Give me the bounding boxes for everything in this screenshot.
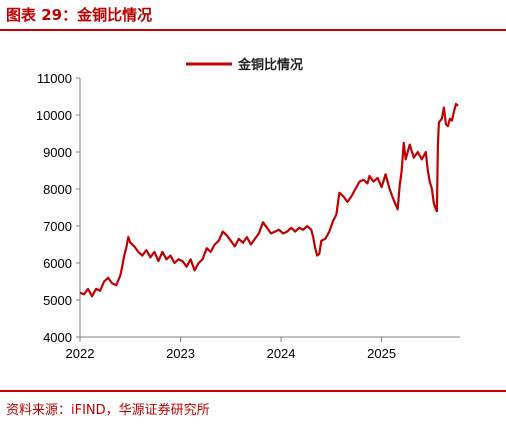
x-tick-label: 2024 [267, 346, 296, 361]
figure-title: 图表 29：金铜比情况 [6, 6, 153, 24]
y-tick-label: 6000 [43, 256, 72, 271]
y-tick-label: 8000 [43, 182, 72, 197]
y-tick-label: 9000 [43, 145, 72, 160]
source-note: 资料来源：iFIND，华源证券研究所 [6, 403, 210, 418]
y-tick-label: 4000 [43, 330, 72, 345]
x-tick-label: 2025 [367, 346, 396, 361]
series-line-0 [79, 102, 459, 298]
y-tick-label: 7000 [43, 219, 72, 234]
y-tick-label: 5000 [43, 293, 72, 308]
x-tick-label: 2023 [166, 346, 195, 361]
y-tick-label: 11000 [37, 71, 72, 86]
source-rule [0, 390, 506, 392]
legend-label: 金铜比情况 [237, 57, 303, 73]
chart-axes: 4000 5000 6000 7000 8000 9000 10000 11000 2022 20… [36, 71, 460, 361]
chart-legend: 金铜比情况 [186, 57, 303, 73]
chart-plot-area [79, 102, 459, 298]
x-tick-label: 2022 [66, 346, 95, 361]
title-rule [0, 29, 506, 31]
y-tick-label: 10000 [36, 108, 72, 123]
